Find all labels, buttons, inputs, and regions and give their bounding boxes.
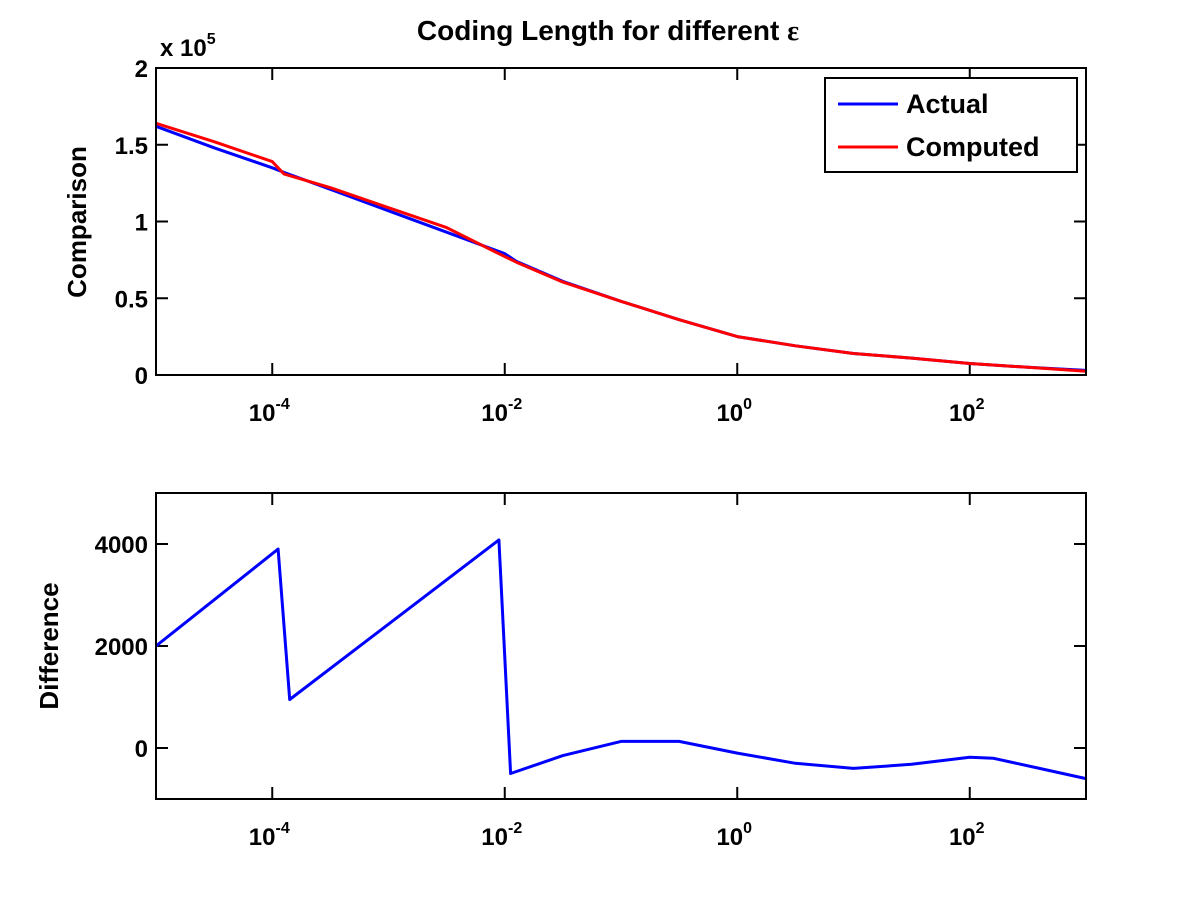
bottom-ytick-label: 4000 (95, 532, 148, 559)
legend-box (824, 77, 1078, 173)
top-xtick-label: 10-2 (481, 396, 522, 427)
top-xtick-label: 100 (716, 396, 752, 427)
top-ytick-label: 1.5 (115, 133, 148, 160)
bottom-xtick-label: 102 (949, 820, 985, 851)
top-series-lines (155, 121, 1087, 373)
bottom-y-axis-label: Difference (34, 582, 64, 709)
legend-label-computed: Computed (906, 132, 1039, 162)
legend: Actual Computed (824, 77, 1078, 173)
top-axes: 0 0.5 1 1.5 2 10-4 10-2 100 102 Comparison x 10… (62, 31, 1087, 427)
bottom-series-difference-line (155, 538, 1087, 781)
bottom-x-tick-labels: 10-4 10-2 100 102 (249, 820, 985, 851)
bottom-y-tick-labels: 0 2000 4000 (95, 532, 148, 763)
top-y-tick-labels: 0 0.5 1 1.5 2 (115, 56, 148, 390)
bottom-axes-box (155, 492, 1087, 800)
top-ytick-label: 0 (135, 363, 148, 390)
top-y-scale-factor: x 105 (160, 31, 216, 62)
legend-label-actual: Actual (906, 89, 989, 119)
top-axes-box (155, 67, 1087, 376)
bottom-series-lines (155, 538, 1087, 781)
top-ytick-label: 2 (135, 56, 148, 83)
bottom-xtick-label: 100 (716, 820, 752, 851)
bottom-xtick-label: 10-4 (249, 820, 290, 851)
top-series-computed-line (155, 121, 1087, 373)
bottom-ytick-label: 2000 (95, 634, 148, 661)
bottom-tick-marks (156, 493, 1086, 799)
top-y-axis-label: Comparison (62, 146, 92, 298)
top-ytick-label: 1 (135, 210, 148, 237)
top-xtick-label: 102 (949, 396, 985, 427)
top-ytick-label: 0.5 (115, 286, 148, 313)
bottom-xtick-label: 10-2 (481, 820, 522, 851)
top-xtick-label: 10-4 (249, 396, 290, 427)
bottom-ytick-label: 0 (135, 736, 148, 763)
chart-title: Coding Length for different ε (417, 15, 799, 47)
bottom-axes: 0 2000 4000 10-4 10-2 100 102 Difference (34, 492, 1087, 851)
top-x-tick-labels: 10-4 10-2 100 102 (249, 396, 985, 427)
